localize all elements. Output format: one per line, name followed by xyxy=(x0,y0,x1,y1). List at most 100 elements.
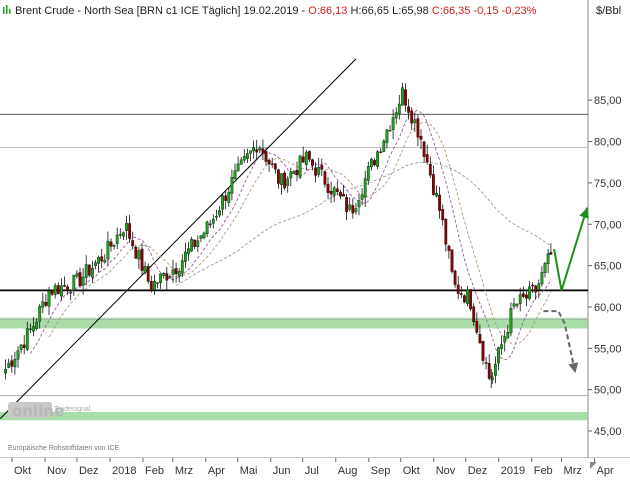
candle xyxy=(444,218,448,252)
candle-body xyxy=(218,210,221,216)
candle-body xyxy=(109,241,113,247)
y-axis-ticks: 45,00 50,00 55,00 60,00 65,00 70,00 75,00 80,00… xyxy=(588,95,622,438)
candle xyxy=(419,129,423,150)
candle xyxy=(537,279,541,299)
candle xyxy=(25,321,29,352)
candle-body xyxy=(255,149,259,153)
candle xyxy=(497,346,500,371)
x-tick-label: Apr xyxy=(208,465,225,477)
candle xyxy=(432,165,435,196)
trendline-layer xyxy=(0,58,357,419)
candle-body xyxy=(301,156,305,163)
candle xyxy=(211,214,215,229)
candle-body xyxy=(41,301,45,308)
svg-text:Brent Crude - North Sea [BRN c: Brent Crude - North Sea [BRN c1 ICE Tägl… xyxy=(15,5,537,17)
candle xyxy=(184,242,187,268)
candle xyxy=(196,235,200,252)
watermark-brand: online xyxy=(12,402,64,420)
candle xyxy=(239,157,243,165)
scenario-line-bullish xyxy=(553,207,589,291)
chart-header: Brent Crude - North Sea [BRN c1 ICE Tägl… xyxy=(3,5,621,17)
candle xyxy=(97,255,101,273)
candle xyxy=(249,150,252,162)
candle-body xyxy=(44,301,48,306)
candle-body xyxy=(32,326,35,332)
candle xyxy=(115,227,119,250)
candle xyxy=(202,231,206,240)
candle xyxy=(286,176,290,193)
candle-body xyxy=(174,268,178,275)
candle xyxy=(50,289,54,297)
moving-average-medium xyxy=(48,121,552,345)
candle xyxy=(277,168,280,189)
y-tick-label: 75,00 xyxy=(594,178,622,190)
candle-body xyxy=(280,173,283,185)
candle-body xyxy=(22,344,26,348)
candle-body xyxy=(190,238,194,252)
candle-body xyxy=(60,285,63,297)
bar-chart-icon xyxy=(3,5,11,14)
candle-body xyxy=(283,172,287,189)
candle-body xyxy=(221,195,225,210)
candle xyxy=(422,140,426,164)
candle xyxy=(521,286,525,298)
candle xyxy=(149,275,153,293)
scenario-arrowhead-bearish xyxy=(568,362,579,374)
y-tick-label: 65,00 xyxy=(594,261,622,273)
candle xyxy=(370,157,373,171)
candle-body xyxy=(388,130,392,132)
candle-body xyxy=(63,285,66,287)
candle xyxy=(60,278,63,301)
candle-body xyxy=(537,283,541,291)
candle-body xyxy=(354,208,358,212)
candle-body xyxy=(84,264,88,278)
candle xyxy=(410,107,414,130)
candle xyxy=(264,147,268,166)
candle xyxy=(404,83,407,112)
candle-body xyxy=(246,153,249,159)
candle xyxy=(295,161,299,182)
candle xyxy=(459,286,463,299)
candle-body xyxy=(450,249,454,272)
candle xyxy=(413,112,417,132)
candle xyxy=(540,266,544,287)
candle-body xyxy=(385,129,389,143)
candle-body xyxy=(7,362,11,368)
candle xyxy=(230,169,234,201)
candle-body xyxy=(177,270,181,277)
candle-body xyxy=(146,266,150,282)
candle-body xyxy=(153,281,156,291)
trendline xyxy=(0,58,357,419)
candle-body xyxy=(453,270,457,285)
x-tick-label: Sep xyxy=(371,465,391,477)
candle xyxy=(134,244,138,259)
candle xyxy=(233,163,237,180)
candle-body xyxy=(239,159,243,165)
x-tick-label: Nov xyxy=(47,465,67,477)
support-zone-0 xyxy=(0,317,588,329)
candle xyxy=(122,231,125,241)
candle xyxy=(397,94,401,120)
candle-body xyxy=(233,170,237,179)
candle-body xyxy=(103,259,107,263)
candle-body xyxy=(435,192,438,197)
candle xyxy=(311,158,314,171)
candle-body xyxy=(425,154,429,163)
candle-body xyxy=(518,294,522,304)
candle xyxy=(187,241,190,261)
candle xyxy=(106,231,110,266)
candle-body xyxy=(230,177,234,194)
y-tick-label: 45,00 xyxy=(594,426,622,438)
candle xyxy=(494,356,497,384)
candle xyxy=(301,146,305,163)
candle-body xyxy=(438,194,442,211)
candle-body xyxy=(168,275,172,279)
candle-body xyxy=(180,260,184,274)
candle xyxy=(246,148,249,164)
candle-body xyxy=(115,234,119,244)
candle xyxy=(394,107,398,125)
scroll-arrow-icon[interactable] xyxy=(590,462,597,469)
candle-body xyxy=(187,248,190,254)
candle-body xyxy=(289,171,293,179)
